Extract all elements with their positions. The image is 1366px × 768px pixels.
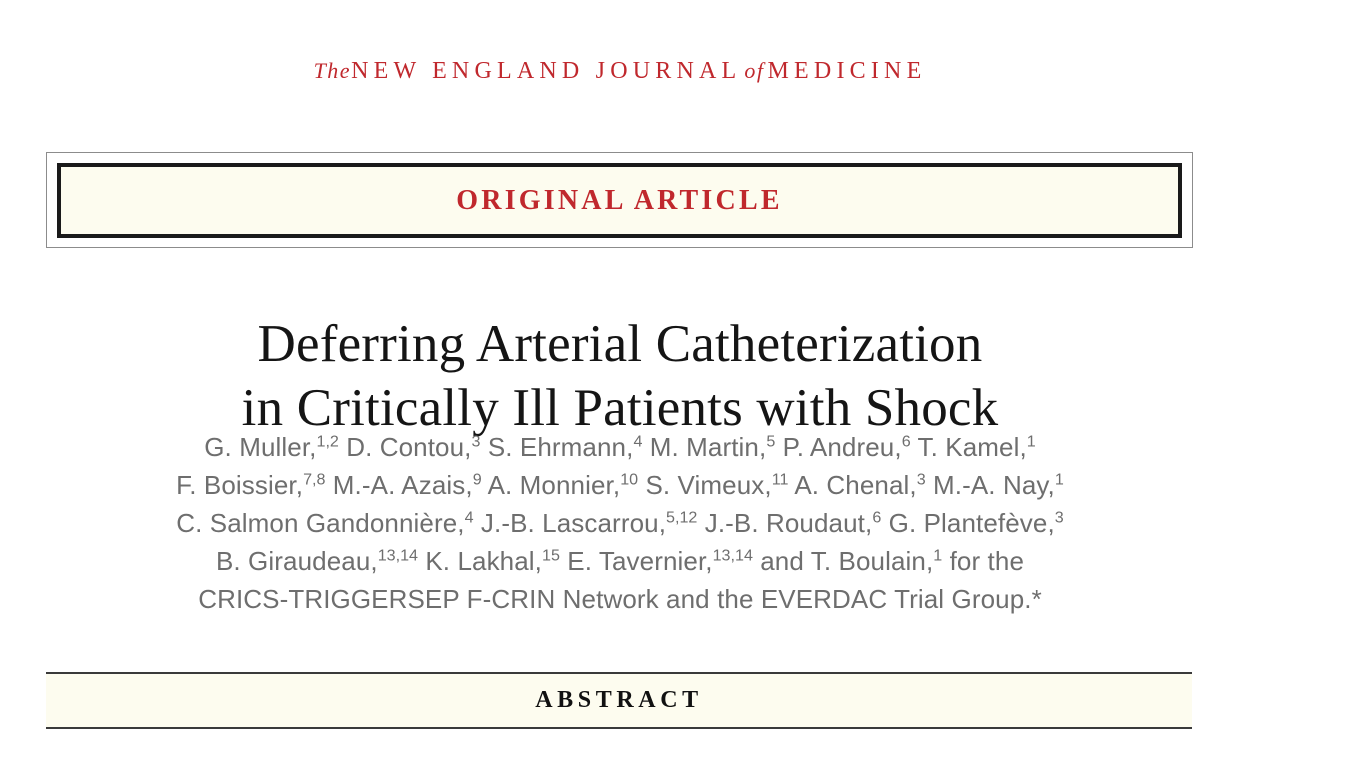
author-line-1: G. Muller,1,2 D. Contou,3 S. Ehrmann,4 M… — [0, 428, 1240, 466]
author-affiliation-marker: 13,14 — [712, 546, 753, 565]
author-affiliation-marker: 15 — [542, 546, 560, 565]
article-type-label: ORIGINAL ARTICLE — [456, 184, 783, 216]
author-name: M.-A. Nay, — [933, 470, 1055, 500]
author-affiliation-marker: 9 — [472, 470, 482, 489]
author-affiliation-marker: 3 — [1054, 508, 1064, 527]
author-name: S. Vimeux, — [645, 470, 772, 500]
author-line-2: F. Boissier,7,8 M.-A. Azais,9 A. Monnier… — [0, 466, 1240, 504]
article-type-banner: ORIGINAL ARTICLE — [57, 163, 1182, 238]
author-name: J.-B. Lascarrou, — [480, 508, 667, 538]
author-name: B. Giraudeau, — [215, 546, 378, 576]
author-affiliation-marker: 5 — [766, 432, 776, 451]
author-name: M. Martin, — [649, 432, 767, 462]
author-affiliation-marker: 3 — [916, 470, 926, 489]
author-affiliation-marker: 4 — [633, 432, 643, 451]
author-name: A. Monnier, — [487, 470, 621, 500]
author-affiliation-marker: 4 — [464, 508, 474, 527]
author-affiliation-marker: 3 — [471, 432, 481, 451]
masthead-medicine: MEDICINE — [767, 58, 927, 84]
author-affiliation-marker: 1 — [1026, 432, 1036, 451]
author-line-5: CRICS-TRIGGERSEP F-CRIN Network and the … — [0, 580, 1240, 618]
author-name: M.-A. Azais, — [332, 470, 473, 500]
author-affiliation-marker: 1,2 — [316, 432, 339, 451]
article-type-banner-frame — [46, 152, 1193, 248]
author-affiliation-marker: 10 — [620, 470, 639, 489]
author-name: J.-B. Roudaut, — [704, 508, 873, 538]
author-affiliation-marker: 1 — [1054, 470, 1064, 489]
author-name: E. Tavernier, — [567, 546, 713, 576]
author-affiliation-marker: 7,8 — [303, 470, 326, 489]
author-name: C. Salmon Gandonnière, — [176, 508, 465, 538]
author-name: CRICS-TRIGGERSEP F-CRIN Network and the … — [198, 584, 1042, 614]
author-name: P. Andreu, — [782, 432, 902, 462]
author-list: G. Muller,1,2 D. Contou,3 S. Ehrmann,4 M… — [0, 428, 1240, 618]
title-line-2: in Critically Ill Patients with Shock — [241, 378, 999, 437]
author-affiliation-marker: 11 — [771, 470, 789, 489]
author-name: and T. Boulain, — [760, 546, 934, 576]
author-name: G. Plantefève, — [888, 508, 1055, 538]
abstract-label: ABSTRACT — [535, 687, 703, 713]
title-line-1: Deferring Arterial Catheterization — [257, 314, 983, 373]
masthead-of: of — [744, 58, 765, 83]
masthead-journal-name: NEW ENGLAND JOURNAL — [351, 58, 742, 84]
author-name: D. Contou, — [346, 432, 472, 462]
author-name: for the — [949, 546, 1025, 576]
author-name: A. Chenal, — [794, 470, 917, 500]
author-affiliation-marker: 5,12 — [666, 508, 698, 527]
author-name: S. Ehrmann, — [487, 432, 634, 462]
author-affiliation-marker: 13,14 — [377, 546, 419, 565]
page-title: Deferring Arterial Catheterization in Cr… — [0, 312, 1240, 440]
author-affiliation-marker: 1 — [933, 546, 943, 565]
author-name: G. Muller, — [204, 432, 317, 462]
masthead-the: The — [313, 58, 352, 83]
author-affiliation-marker: 6 — [901, 432, 911, 451]
author-affiliation-marker: 6 — [872, 508, 882, 527]
journal-masthead: TheNEW ENGLAND JOURNAL of MEDICINE — [0, 58, 1240, 85]
abstract-section-header: ABSTRACT — [46, 672, 1192, 729]
author-name: K. Lakhal, — [425, 546, 542, 576]
author-line-3: C. Salmon Gandonnière,4 J.-B. Lascarrou,… — [0, 504, 1240, 542]
author-name: T. Kamel, — [917, 432, 1027, 462]
author-name: F. Boissier, — [176, 470, 304, 500]
author-line-4: B. Giraudeau,13,14 K. Lakhal,15 E. Taver… — [0, 542, 1240, 580]
